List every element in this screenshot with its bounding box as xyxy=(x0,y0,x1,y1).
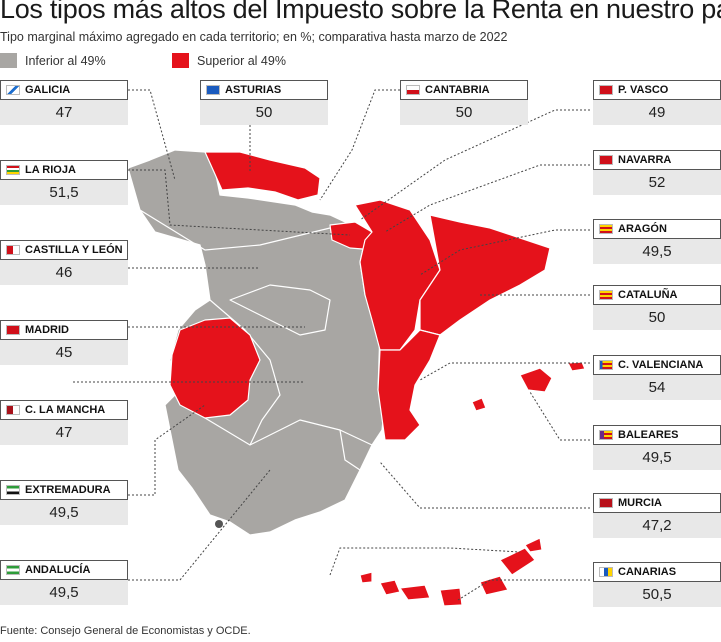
region-value: 46 xyxy=(0,260,128,285)
cantabria-flag-icon xyxy=(406,85,420,95)
region-value: 51,5 xyxy=(0,180,128,205)
region-value: 45 xyxy=(0,340,128,365)
madrid-flag-icon xyxy=(6,325,20,335)
region-name: MADRID xyxy=(25,324,69,336)
legend-swatch-grey xyxy=(0,53,17,68)
region-card-cataluna: CATALUÑA 50 xyxy=(593,285,721,330)
map-cataluna xyxy=(419,214,551,336)
region-card-asturias: ASTURIAS 50 xyxy=(200,80,328,125)
castilla-la-mancha-flag-icon xyxy=(6,405,20,415)
legend-item-low: Inferior al 49% xyxy=(0,53,106,68)
map-extremadura xyxy=(169,317,261,419)
region-name: CATALUÑA xyxy=(618,289,678,301)
region-value: 50 xyxy=(593,305,721,330)
region-value: 49,5 xyxy=(593,445,721,470)
region-card-baleares: BALEARES 49,5 xyxy=(593,425,721,470)
pais-vasco-flag-icon xyxy=(599,85,613,95)
region-value: 52 xyxy=(593,170,721,195)
legend-label-high: Superior al 49% xyxy=(197,53,286,68)
map-menorca xyxy=(567,361,586,372)
region-value: 49,5 xyxy=(0,580,128,605)
region-value: 49,5 xyxy=(593,239,721,264)
castilla-leon-flag-icon xyxy=(6,245,20,255)
asturias-flag-icon xyxy=(206,85,220,95)
cataluna-flag-icon xyxy=(599,290,613,300)
andalucia-flag-icon xyxy=(6,565,20,575)
region-card-canarias: CANARIAS 50,5 xyxy=(593,562,721,607)
region-card-pais-vasco: P. VASCO 49 xyxy=(593,80,721,125)
region-name: CANTABRIA xyxy=(425,84,490,96)
map-baleares xyxy=(519,367,553,393)
region-value: 50,5 xyxy=(593,582,721,607)
baleares-flag-icon xyxy=(599,430,613,440)
ceuta-melilla-dot xyxy=(215,520,223,528)
region-value: 54 xyxy=(593,375,721,400)
region-name: ASTURIAS xyxy=(225,84,282,96)
map-grey-base xyxy=(127,149,386,536)
region-name: GALICIA xyxy=(25,84,71,96)
legend-label-low: Inferior al 49% xyxy=(25,53,106,68)
region-name: EXTREMADURA xyxy=(25,484,111,496)
region-name: BALEARES xyxy=(618,429,679,441)
la-rioja-flag-icon xyxy=(6,165,20,175)
region-card-galicia: GALICIA 47 xyxy=(0,80,128,125)
region-card-cantabria: CANTABRIA 50 xyxy=(400,80,528,125)
region-card-extremadura: EXTREMADURA 49,5 xyxy=(0,480,128,525)
murcia-flag-icon xyxy=(599,498,613,508)
legend-item-high: Superior al 49% xyxy=(172,53,286,68)
region-value: 50 xyxy=(200,100,328,125)
galicia-flag-icon xyxy=(6,85,20,95)
map-ibiza xyxy=(471,397,487,412)
map-canarias xyxy=(359,537,543,607)
region-card-la-rioja: LA RIOJA 51,5 xyxy=(0,160,128,205)
region-card-madrid: MADRID 45 xyxy=(0,320,128,365)
legend-swatch-red xyxy=(172,53,189,68)
region-card-murcia: MURCIA 47,2 xyxy=(593,493,721,538)
region-value: 49,5 xyxy=(0,500,128,525)
region-name: C. LA MANCHA xyxy=(25,404,106,416)
region-value: 50 xyxy=(400,100,528,125)
extremadura-flag-icon xyxy=(6,485,20,495)
region-name: ANDALUCÍA xyxy=(25,564,91,576)
aragon-flag-icon xyxy=(599,224,613,234)
region-name: CASTILLA Y LEÓN xyxy=(25,244,123,256)
region-name: ARAGÓN xyxy=(618,223,667,235)
region-value: 47 xyxy=(0,420,128,445)
region-name: LA RIOJA xyxy=(25,164,76,176)
region-value: 49 xyxy=(593,100,721,125)
region-card-andalucia: ANDALUCÍA 49,5 xyxy=(0,560,128,605)
page-subtitle: Tipo marginal máximo agregado en cada te… xyxy=(0,30,508,44)
map-c-valenciana xyxy=(377,329,441,441)
valencia-flag-icon xyxy=(599,360,613,370)
region-name: CANARIAS xyxy=(618,566,677,578)
region-name: NAVARRA xyxy=(618,154,672,166)
region-name: C. VALENCIANA xyxy=(618,359,704,371)
region-name: MURCIA xyxy=(618,497,662,509)
region-card-navarra: NAVARRA 52 xyxy=(593,150,721,195)
region-value: 47 xyxy=(0,100,128,125)
map-asturias-cantabria xyxy=(204,151,321,201)
canarias-flag-icon xyxy=(599,567,613,577)
region-value: 47,2 xyxy=(593,513,721,538)
region-card-c-la-mancha: C. LA MANCHA 47 xyxy=(0,400,128,445)
region-card-castilla-leon: CASTILLA Y LEÓN 46 xyxy=(0,240,128,285)
region-name: P. VASCO xyxy=(618,84,669,96)
source-note: Fuente: Consejo General de Economistas y… xyxy=(0,625,251,637)
region-card-aragon: ARAGÓN 49,5 xyxy=(593,219,721,264)
region-card-c-valenciana: C. VALENCIANA 54 xyxy=(593,355,721,400)
navarra-flag-icon xyxy=(599,155,613,165)
page-title: Los tipos más altos del Impuesto sobre l… xyxy=(0,0,721,24)
